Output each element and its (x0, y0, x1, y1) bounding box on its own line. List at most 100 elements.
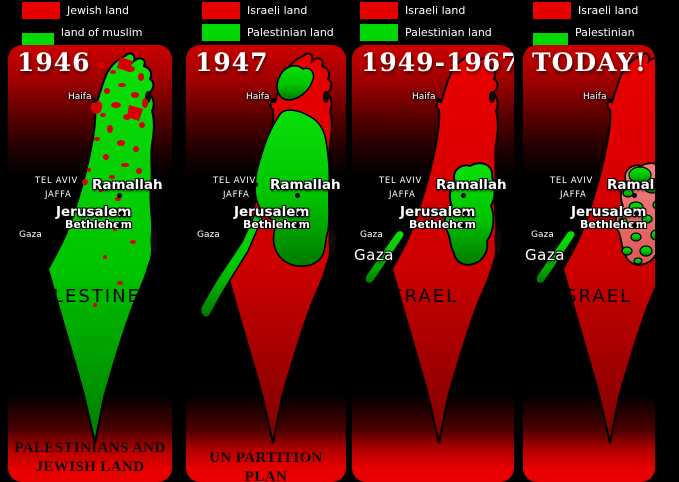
green-swatch (360, 24, 398, 41)
city-label-jerusalem: Jerusalem (400, 204, 476, 220)
map-card-1947: 1947 Haifa TEL AVIV JAFFA Ramallah Jerus… (186, 45, 346, 482)
city-label-gaza: Gaza (197, 230, 220, 240)
city-dot-bethlehem (632, 223, 637, 228)
city-label-haifa: Haifa (246, 92, 270, 102)
caption-1946: PALESTINIANS AND JEWISH LAND (8, 439, 172, 477)
legend-1947: Israeli land Palestinian land (202, 2, 334, 41)
city-dot-tel-aviv (419, 182, 424, 187)
city-label-gaza-large: Gaza (525, 246, 565, 264)
map-card-1946: 1946 Haifa TEL AVIV JAFFA Ramallah Jerus… (8, 45, 172, 482)
city-dot-bethlehem (117, 223, 122, 228)
city-label-gaza: Gaza (531, 230, 554, 240)
city-dot-tel-aviv (75, 182, 80, 187)
year-label: TODAY! (532, 48, 648, 77)
partition-green-areas (199, 65, 330, 319)
city-dot-ramallah (295, 193, 300, 198)
city-label-tel-aviv: TEL AVIV (379, 176, 423, 186)
city-dot-ramallah (117, 193, 122, 198)
partition-map-1947 (199, 52, 336, 445)
city-label-jerusalem: Jerusalem (571, 204, 647, 220)
legend-label: Palestinian land (247, 26, 334, 39)
city-dot-jerusalem (463, 211, 468, 216)
west-bank-enclaves-green (618, 166, 655, 265)
palestine-map-1946 (47, 52, 158, 445)
city-label-gaza: Gaza (19, 230, 42, 240)
israel-map-today (534, 52, 655, 445)
city-dot-haifa (270, 98, 275, 103)
panel-today: Israeli land Palestinian land (523, 0, 655, 482)
legend-row-palestinian-land: Palestinian land (360, 24, 492, 41)
year-label: 1947 (195, 48, 269, 77)
red-swatch (22, 2, 60, 19)
city-label-ramallah: Ramallah (436, 177, 507, 193)
city-dot-haifa (436, 98, 441, 103)
region-label-palestine: PALESTINE (27, 286, 141, 307)
panel-1949-1967: Israeli land Palestinian land 1949-1967 … (352, 0, 514, 482)
city-dot-tel-aviv (253, 182, 258, 187)
caption-line-1: PALESTINIANS AND (14, 440, 166, 456)
city-label-jerusalem: Jerusalem (234, 204, 310, 220)
legend-row-palestinian-land: Palestinian land (202, 24, 334, 41)
legend-row-israeli-land: Israeli land (202, 2, 334, 19)
city-dot-gaza (554, 241, 559, 246)
city-label-ramallah: Ramallah (607, 177, 655, 193)
city-label-tel-aviv: TEL AVIV (550, 176, 594, 186)
city-dot-gaza (228, 239, 233, 244)
city-label-jaffa: JAFFA (45, 190, 72, 200)
legend-1949-1967: Israeli land Palestinian land (360, 2, 492, 41)
city-label-bethlehem: Bethlehem (65, 218, 132, 231)
city-label-bethlehem: Bethlehem (409, 218, 476, 231)
city-label-tel-aviv: TEL AVIV (35, 176, 79, 186)
city-dot-haifa (607, 98, 612, 103)
city-label-jaffa: JAFFA (389, 190, 416, 200)
city-label-haifa: Haifa (583, 92, 607, 102)
caption-1947: UN PARTITION PLAN (186, 449, 346, 482)
city-label-haifa: Haifa (412, 92, 436, 102)
panel-1946: Jewish land land of muslim UMMAH! (8, 0, 172, 482)
city-dot-tel-aviv (590, 182, 595, 187)
city-dot-bethlehem (295, 223, 300, 228)
green-swatch (202, 24, 240, 41)
red-swatch (533, 2, 571, 19)
legend-label: Israeli land (247, 4, 308, 17)
legend-row-jewish-land: Jewish land (22, 2, 172, 19)
city-label-jaffa: JAFFA (223, 190, 250, 200)
city-label-gaza-large: Gaza (354, 246, 394, 264)
legend-label: Israeli land (578, 4, 639, 17)
city-dot-jerusalem (119, 211, 124, 216)
region-label-israel: ISRAEL (383, 286, 459, 307)
city-dot-gaza (50, 239, 55, 244)
city-label-jaffa: JAFFA (560, 190, 587, 200)
red-swatch (360, 2, 398, 19)
caption-line-1: UN PARTITION PLAN (209, 450, 323, 482)
city-dot-gaza (383, 241, 388, 246)
city-label-bethlehem: Bethlehem (243, 218, 310, 231)
year-label: 1946 (17, 48, 91, 77)
panel-1947: Israeli land Palestinian land 1947 Haifa (186, 0, 346, 482)
caption-line-2: JEWISH LAND (35, 459, 145, 475)
map-card-today: TODAY! Haifa TEL AVIV JAFFA Ramallah Jer… (523, 45, 655, 482)
legend-label: Jewish land (67, 4, 130, 17)
israel-map-1949-1967 (363, 52, 502, 445)
year-label: 1949-1967 (361, 48, 514, 77)
city-dot-ramallah (632, 193, 637, 198)
city-label-bethlehem: Bethlehem (580, 218, 647, 231)
city-dot-jerusalem (297, 211, 302, 216)
city-label-tel-aviv: TEL AVIV (213, 176, 257, 186)
city-dot-ramallah (461, 193, 466, 198)
legend-row-israeli-land: Israeli land (360, 2, 492, 19)
region-label-israel: ISRAEL (557, 286, 633, 307)
city-dot-haifa (92, 98, 97, 103)
city-dot-jerusalem (634, 211, 639, 216)
city-label-gaza: Gaza (360, 230, 383, 240)
city-label-ramallah: Ramallah (92, 177, 163, 193)
map-card-1949-1967: 1949-1967 Haifa TEL AVIV JAFFA Ramallah … (352, 45, 514, 482)
red-swatch (202, 2, 240, 19)
city-label-ramallah: Ramallah (270, 177, 341, 193)
city-label-jerusalem: Jerusalem (56, 204, 132, 220)
legend-row-israeli-land: Israeli land (533, 2, 655, 19)
jewish-land-speckles (82, 57, 148, 307)
legend-label: Palestinian land (405, 26, 492, 39)
legend-label: Israeli land (405, 4, 466, 17)
